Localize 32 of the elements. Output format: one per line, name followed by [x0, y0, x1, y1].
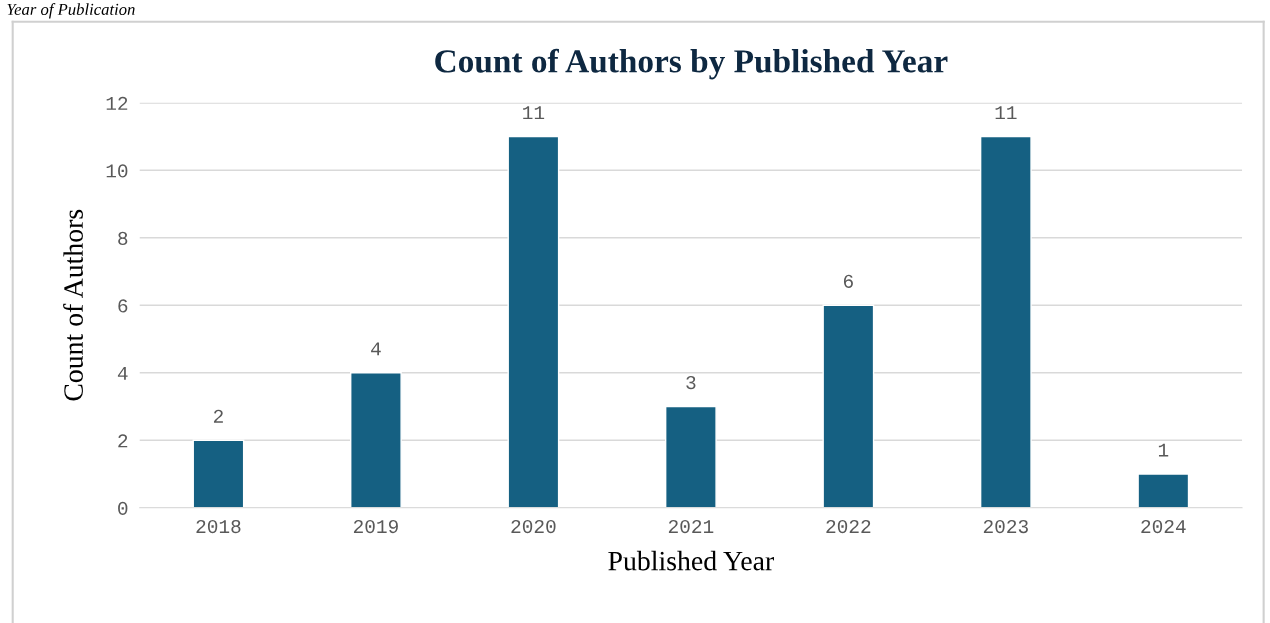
- y-tick-label: 10: [106, 164, 128, 178]
- x-tick-label: 2021: [668, 519, 714, 534]
- bar: [192, 439, 245, 508]
- data-label: 3: [686, 375, 696, 390]
- x-tick-label: 2023: [983, 519, 1028, 534]
- x-tick-label: 2020: [511, 519, 556, 534]
- x-axis-title: Published Year: [608, 550, 774, 571]
- x-tick-label: 2022: [826, 519, 871, 534]
- x-tick-label: 2019: [353, 519, 398, 534]
- x-tick-label: 2018: [196, 519, 241, 534]
- y-tick-label: 0: [118, 501, 128, 515]
- y-tick-label: 6: [118, 299, 128, 313]
- bar: [664, 405, 717, 508]
- y-tick-label: 8: [118, 231, 128, 246]
- data-label: 1: [1158, 443, 1169, 457]
- bar: [1137, 473, 1190, 508]
- text: Year of Publication: [7, 3, 135, 19]
- bar: [979, 135, 1032, 508]
- y-axis-title: Count of Authors: [63, 209, 83, 401]
- data-label: 11: [995, 106, 1017, 120]
- data-label: 11: [523, 106, 545, 120]
- chart-title: Count of Authors by Published Year: [435, 48, 948, 80]
- bar: [350, 372, 402, 508]
- bar: [507, 135, 560, 508]
- data-label: 6: [843, 274, 853, 288]
- y-tick-label: 2: [118, 434, 128, 448]
- bar: [822, 304, 875, 508]
- data-label: 2: [213, 409, 223, 423]
- y-tick-label: 4: [117, 367, 128, 380]
- y-tick-label: 12: [106, 96, 128, 110]
- data-label: 4: [371, 342, 381, 356]
- x-tick-label: 2024: [1141, 519, 1186, 534]
